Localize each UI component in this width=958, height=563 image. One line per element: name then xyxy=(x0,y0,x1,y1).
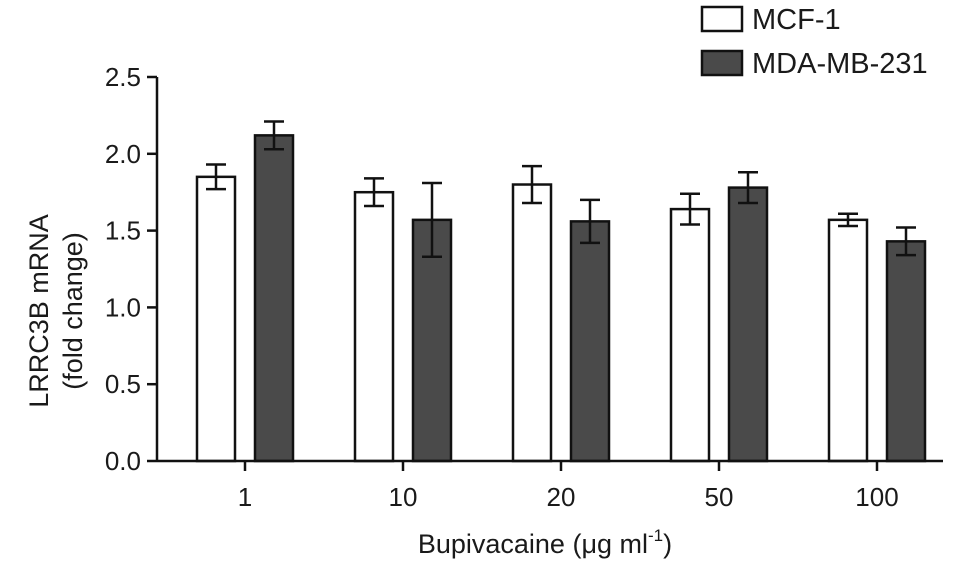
error-bar-mcf1-100 xyxy=(838,212,858,228)
bar-mcf1-10 xyxy=(353,190,395,463)
bar-mcf1-20 xyxy=(511,183,553,463)
error-bar-mdamb231-50 xyxy=(738,170,758,205)
bar-mdamb231-50 xyxy=(727,186,769,463)
y-tick-label-0.5: 0.5 xyxy=(105,369,141,399)
error-bar-mdamb231-1 xyxy=(264,120,284,151)
x-tick-label-20: 20 xyxy=(547,482,576,512)
x-tick-label-1: 1 xyxy=(238,482,252,512)
x-tick-label-100: 100 xyxy=(855,482,898,512)
bar-mcf1-50 xyxy=(669,207,711,463)
error-bar-mcf1-1 xyxy=(206,163,226,191)
legend-swatch xyxy=(700,49,744,77)
bar-mdamb231-100 xyxy=(885,240,927,463)
y-tick-label-1.5: 1.5 xyxy=(105,216,141,246)
x-tick-label-50: 50 xyxy=(705,482,734,512)
bar-mdamb231-20 xyxy=(569,220,611,463)
x-axis-label-main: Bupivacaine (μg ml xyxy=(418,529,648,559)
x-axis-label-superscript: -1 xyxy=(648,526,663,545)
bar-mcf1-100 xyxy=(827,218,869,463)
legend: MCF-1 MDA-MB-231 xyxy=(700,4,928,80)
y-tick-label-1.0: 1.0 xyxy=(105,292,141,322)
y-axis-label-line-1: LRRC3B mRNA xyxy=(24,214,54,408)
legend-item-mcf1: MCF-1 xyxy=(700,4,841,36)
error-bar-mcf1-20 xyxy=(522,164,542,205)
x-axis-label-suffix: ) xyxy=(663,529,672,559)
error-bar-mcf1-10 xyxy=(364,177,384,208)
bar-mdamb231-1 xyxy=(253,134,295,463)
error-bar-mdamb231-20 xyxy=(580,198,600,245)
legend-item-mdamb231: MDA-MB-231 xyxy=(700,48,928,80)
legend-swatch xyxy=(700,5,744,33)
y-tick-label-2.0: 2.0 xyxy=(105,139,141,169)
bar-mcf1-1 xyxy=(195,175,237,463)
y-tick-label-2.5: 2.5 xyxy=(105,62,141,92)
legend-label: MCF-1 xyxy=(752,4,841,36)
error-bar-mcf1-50 xyxy=(680,192,700,226)
y-axis-label-line-2: (fold change) xyxy=(58,232,88,390)
error-bar-mdamb231-10 xyxy=(422,181,442,258)
legend-label: MDA-MB-231 xyxy=(752,48,928,80)
x-tick-label-10: 10 xyxy=(389,482,418,512)
y-axis-label: LRRC3B mRNA (fold change) xyxy=(24,214,88,408)
x-axis-label: Bupivacaine (μg ml-1) xyxy=(418,526,672,559)
bars-layer xyxy=(195,120,927,463)
y-tick-label-0.0: 0.0 xyxy=(105,446,141,476)
error-bar-mdamb231-100 xyxy=(896,226,916,257)
axes-layer: 0.0 0.5 1.0 1.5 2.0 2.5 1 10 20 50 100 xyxy=(105,62,943,512)
